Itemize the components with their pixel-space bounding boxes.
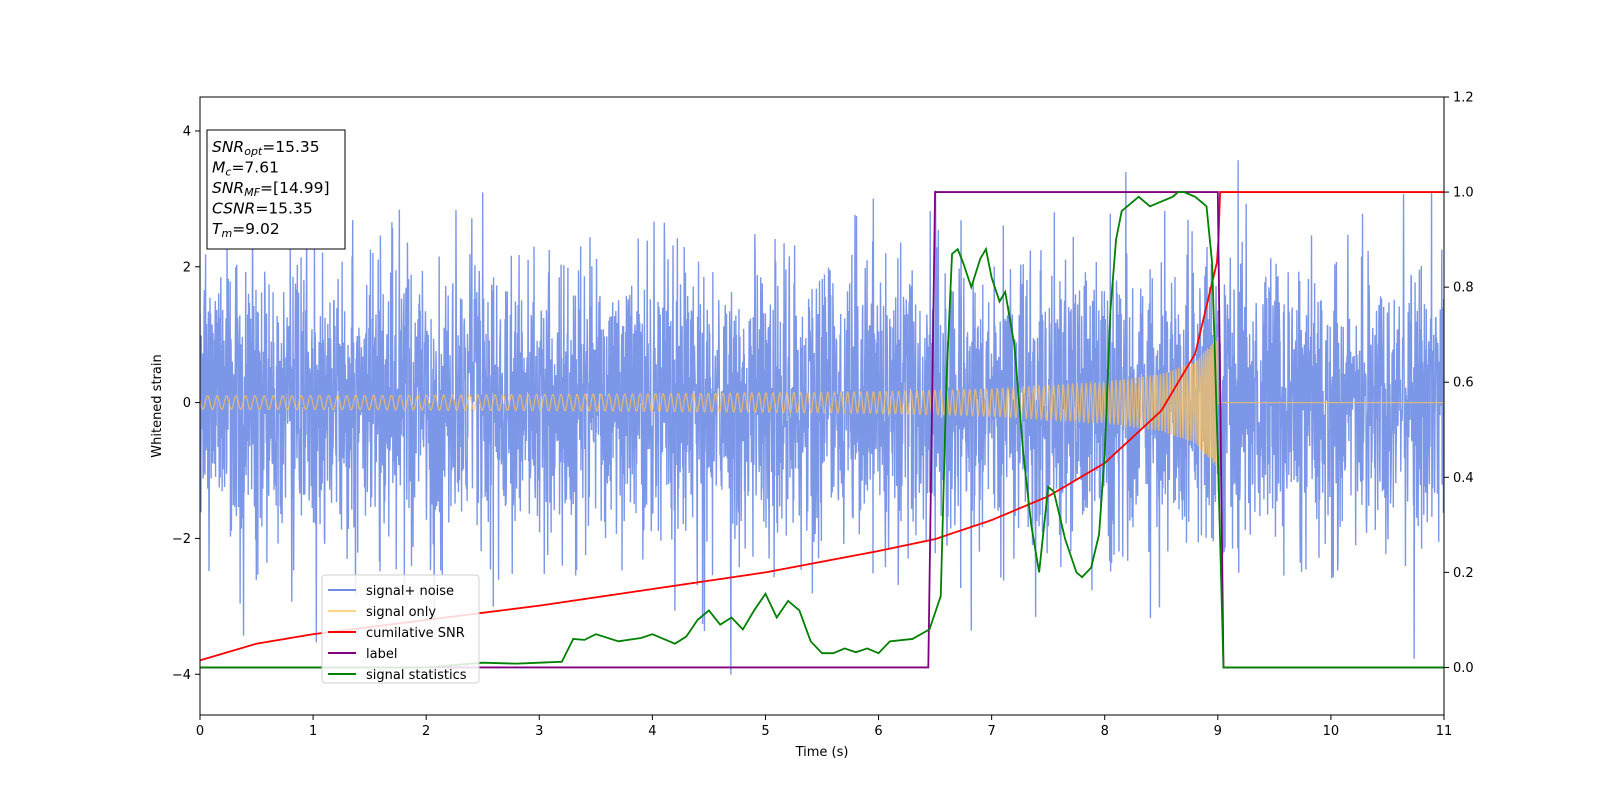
legend: signal+ noise signal only cumilative SNR la… (321, 574, 480, 684)
x-tick-label: 5 (761, 724, 769, 739)
y-tick-label-right: 0.2 (1453, 566, 1474, 581)
x-tick-label: 9 (1214, 724, 1222, 739)
y-tick-label-right: 0.0 (1453, 661, 1474, 676)
x-axis-label: Time (s) (795, 745, 849, 760)
y-axis-left: −4 −2 0 2 4 (172, 124, 200, 683)
y-tick-label-left: −4 (172, 668, 191, 683)
legend-label: label (366, 647, 397, 662)
x-tick-label: 4 (648, 724, 656, 739)
x-tick-label: 0 (196, 724, 204, 739)
legend-label: signal statistics (366, 668, 467, 683)
y-axis-right: 0.0 0.2 0.4 0.6 0.8 1.0 1.2 (1444, 91, 1474, 676)
annotation-line: Mc=7.61 (212, 159, 279, 179)
annotation-frame (206, 129, 346, 250)
plot-frame (199, 96, 1445, 716)
x-tick-label: 8 (1101, 724, 1109, 739)
x-axis: 0 1 2 3 4 5 6 7 8 9 10 11 (196, 715, 1452, 739)
annotation-line: SNRMF=[14.99] (212, 179, 330, 199)
y-tick-label-left: 4 (183, 124, 191, 139)
annotation-line: CSNR=15.35 (212, 200, 313, 218)
series-signal-only (200, 337, 1444, 467)
x-tick-label: 3 (535, 724, 543, 739)
legend-label: signal only (366, 605, 436, 620)
x-tick-label: 7 (987, 724, 995, 739)
legend-label: cumilative SNR (366, 626, 465, 641)
series-signal-statistics (200, 191, 1444, 669)
x-tick-label: 11 (1436, 724, 1453, 739)
x-tick-label: 6 (874, 724, 882, 739)
annotation-line: Tm=9.02 (212, 220, 280, 240)
x-tick-label: 2 (422, 724, 430, 739)
x-tick-label: 10 (1323, 724, 1340, 739)
legend-label: signal+ noise (366, 584, 454, 599)
y-tick-label-left: 2 (183, 260, 191, 275)
x-tick-label: 1 (309, 724, 317, 739)
annotation-line: SNRopt=15.35 (212, 138, 320, 158)
y-tick-label-right: 1.2 (1453, 91, 1474, 106)
y-tick-label-right: 0.6 (1453, 376, 1474, 391)
y-tick-label-right: 0.4 (1453, 471, 1474, 486)
y-tick-label-right: 0.8 (1453, 281, 1474, 296)
annotation-box: SNRopt=15.35Mc=7.61SNRMF=[14.99]CSNR=15.… (206, 129, 346, 250)
y-axis-label: Whitened strain (150, 354, 165, 457)
series-signal-noise (200, 160, 1444, 675)
y-tick-label-left: −2 (172, 532, 191, 547)
legend-frame (321, 574, 480, 684)
y-tick-label-right: 1.0 (1453, 186, 1474, 201)
y-tick-label-left: 0 (183, 396, 191, 411)
